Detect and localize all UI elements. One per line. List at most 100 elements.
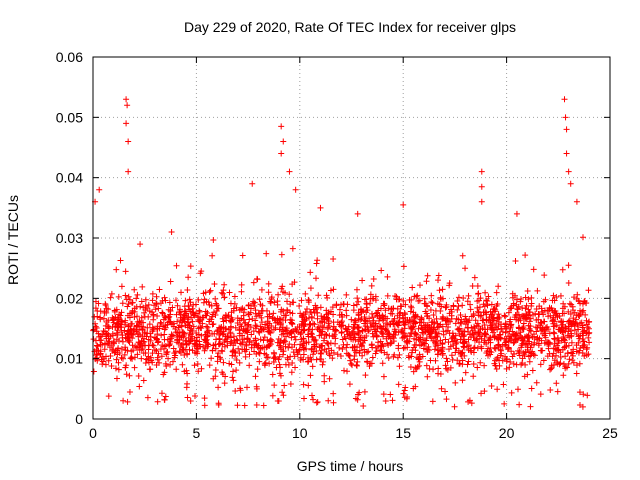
roti-point (106, 344, 113, 351)
roti-point (570, 315, 577, 322)
roti-point (162, 393, 169, 400)
roti-point (370, 317, 377, 324)
roti-point (196, 341, 203, 348)
roti-point (122, 364, 129, 371)
roti-point (163, 362, 170, 369)
roti-point (196, 308, 203, 315)
roti-point (261, 350, 268, 357)
roti-point (131, 354, 138, 361)
roti-point (456, 360, 463, 367)
y-tick-label: 0.04 (56, 170, 83, 186)
roti-point (323, 331, 330, 338)
roti-point (524, 371, 531, 378)
roti-point (329, 304, 336, 311)
roti-point (343, 326, 350, 333)
roti-point (337, 352, 344, 359)
roti-point (278, 251, 285, 258)
roti-point (523, 312, 530, 319)
roti-point (166, 299, 173, 306)
roti-point (240, 312, 247, 319)
roti-point (381, 300, 388, 307)
roti-point (570, 359, 577, 366)
roti-point (302, 311, 309, 318)
roti-point (461, 328, 468, 335)
roti-point (556, 312, 563, 319)
roti-point (271, 354, 278, 361)
roti-point (454, 306, 461, 313)
roti-point (416, 362, 423, 369)
roti-point (354, 295, 361, 302)
roti-point (277, 342, 284, 349)
roti-spike-point (125, 138, 132, 145)
roti-point (353, 301, 360, 308)
roti-point (122, 292, 129, 299)
roti-point (139, 283, 146, 290)
roti-point (248, 341, 255, 348)
roti-point (439, 323, 446, 330)
roti-point (269, 392, 276, 399)
roti-point (158, 353, 165, 360)
roti-point (98, 356, 105, 363)
roti-point (158, 320, 165, 327)
roti-point (227, 340, 234, 347)
roti-point (435, 272, 442, 279)
roti-point (478, 335, 485, 342)
roti-point (562, 339, 569, 346)
roti-point (474, 282, 481, 289)
roti-point (405, 354, 412, 361)
roti-point (459, 349, 466, 356)
roti-point (154, 325, 161, 332)
roti-point (434, 333, 441, 340)
roti-point (351, 353, 358, 360)
roti-point (428, 292, 435, 299)
roti-point (406, 296, 413, 303)
roti-point (565, 280, 572, 287)
roti-point (184, 324, 191, 331)
roti-point (384, 273, 391, 280)
roti-point (443, 365, 450, 372)
roti-point (187, 398, 194, 405)
roti-point (309, 392, 316, 399)
roti-point (537, 324, 544, 331)
roti-point (501, 400, 508, 407)
roti-point (393, 296, 400, 303)
roti-point (263, 354, 270, 361)
roti-point (563, 325, 570, 332)
roti-point (201, 347, 208, 354)
roti-point (167, 319, 174, 326)
roti-point (525, 333, 532, 340)
roti-point (179, 361, 186, 368)
roti-point (549, 318, 556, 325)
roti-point (155, 305, 162, 312)
roti-point (517, 329, 524, 336)
roti-point (252, 373, 259, 380)
roti-point (358, 342, 365, 349)
roti-point (471, 274, 478, 281)
roti-point (263, 250, 270, 257)
roti-point (529, 367, 536, 374)
roti-point (113, 330, 120, 337)
roti-point (162, 342, 169, 349)
roti-point (326, 352, 333, 359)
roti-point (582, 311, 589, 318)
roti-point (367, 320, 374, 327)
roti-point (384, 331, 391, 338)
roti-point (202, 308, 209, 315)
roti-point (147, 366, 154, 373)
roti-point (474, 308, 481, 315)
roti-point (515, 317, 522, 324)
roti-point (346, 381, 353, 388)
roti-point (215, 350, 222, 357)
roti-point (425, 328, 432, 335)
roti-point (507, 337, 514, 344)
roti-point (411, 293, 418, 300)
roti-point (105, 357, 112, 364)
roti-point (237, 385, 244, 392)
roti-point (430, 337, 437, 344)
roti-point (379, 313, 386, 320)
roti-point (362, 326, 369, 333)
roti-point (361, 337, 368, 344)
roti-point (518, 334, 525, 341)
roti-point (202, 345, 209, 352)
roti-point (317, 304, 324, 311)
